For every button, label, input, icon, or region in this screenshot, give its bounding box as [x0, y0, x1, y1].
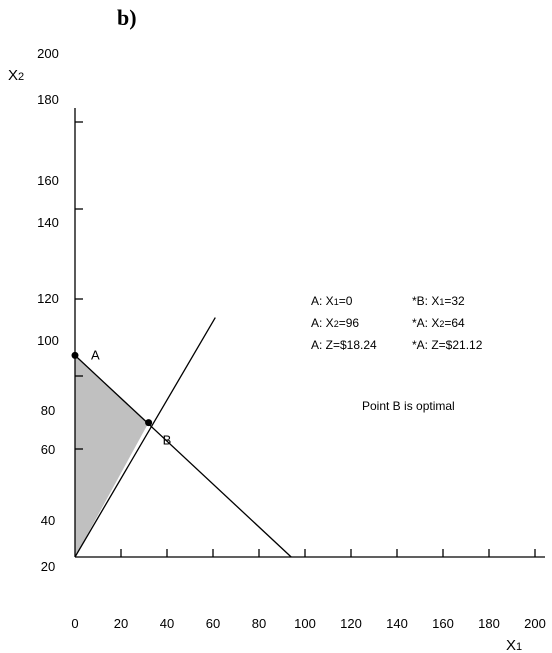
x-tick-label: 0 [71, 616, 78, 631]
corner-point-a [71, 351, 79, 359]
annotation: A: X2=96 [311, 316, 359, 330]
y-tick-label: 80 [41, 403, 55, 418]
y-tick-label: 40 [41, 513, 55, 528]
feasible-region [75, 355, 149, 557]
x-tick-label: 160 [432, 616, 454, 631]
y-axis-title: X2 [8, 67, 24, 84]
y-tick-label: 180 [37, 92, 59, 107]
annotation: A: X1=0 [311, 294, 353, 308]
x-tick-label: 180 [478, 616, 500, 631]
x-tick-label: 120 [340, 616, 362, 631]
annotation: *B: X1=32 [412, 294, 465, 308]
annotation: Point B is optimal [362, 399, 455, 413]
y-tick-label: 120 [37, 291, 59, 306]
annotation: A: Z=$18.24 [311, 338, 377, 352]
point-label-b: B [163, 433, 172, 448]
y-tick-label: 140 [37, 215, 59, 230]
figure-label: b) [117, 5, 137, 30]
x-tick-label: 40 [160, 616, 174, 631]
y-tick-label: 160 [37, 173, 59, 188]
x-tick-label: 200 [524, 616, 546, 631]
x-tick-label: 80 [252, 616, 266, 631]
y-tick-label: 20 [41, 559, 55, 574]
constraint-line [74, 354, 292, 558]
y-tick-label: 60 [41, 442, 55, 457]
annotation: *A: X2=64 [412, 316, 465, 330]
x-tick-label: 140 [386, 616, 408, 631]
x-axis-title: X1 [506, 637, 522, 653]
y-tick-label: 100 [37, 333, 59, 348]
x-tick-label: 100 [294, 616, 316, 631]
point-label-a: A [91, 347, 100, 362]
x-tick-label: 60 [206, 616, 220, 631]
constraint-line [74, 317, 216, 558]
corner-point-b [145, 419, 153, 427]
annotation: *A: Z=$21.12 [412, 338, 483, 352]
y-tick-label: 200 [37, 46, 59, 61]
x-tick-label: 20 [114, 616, 128, 631]
